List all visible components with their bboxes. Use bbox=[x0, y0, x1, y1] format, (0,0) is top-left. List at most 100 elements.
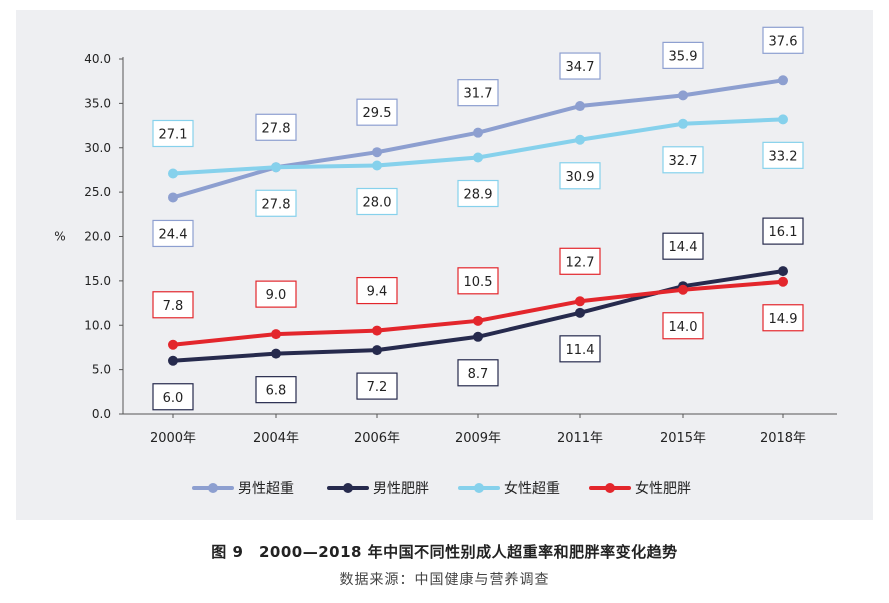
data-label: 33.2 bbox=[769, 149, 798, 164]
data-label-box bbox=[662, 232, 704, 260]
series-marker bbox=[168, 339, 178, 350]
data-label-box bbox=[762, 217, 804, 245]
data-label: 30.9 bbox=[566, 170, 595, 185]
series-marker bbox=[473, 152, 483, 163]
y-tick-label: 10.0 bbox=[84, 318, 111, 332]
data-label-box bbox=[457, 267, 499, 295]
data-label: 27.8 bbox=[262, 197, 291, 212]
figure-source: 数据来源：中国健康与营养调查 bbox=[339, 572, 550, 588]
data-label: 7.8 bbox=[163, 299, 184, 314]
series-marker bbox=[575, 101, 585, 112]
x-tick-label: 2011年 bbox=[557, 431, 603, 446]
data-label-box bbox=[662, 312, 704, 340]
series-marker bbox=[778, 75, 788, 86]
series-marker bbox=[575, 134, 585, 145]
series-marker bbox=[372, 345, 382, 356]
y-tick-label: 40.0 bbox=[84, 52, 111, 66]
series-marker bbox=[778, 114, 788, 125]
y-tick-label: 30.0 bbox=[84, 141, 111, 155]
x-tick-label: 2018年 bbox=[760, 431, 806, 446]
legend-label: 女性超重 bbox=[504, 480, 560, 497]
figure-title: 图 9 2000—2018 年中国不同性别成人超重率和肥胖率变化趋势 bbox=[211, 543, 678, 561]
data-label: 28.9 bbox=[464, 188, 493, 203]
series-marker bbox=[473, 331, 483, 342]
x-tick-label: 2000年 bbox=[150, 431, 196, 446]
data-label-box bbox=[559, 52, 601, 80]
data-label: 24.4 bbox=[159, 227, 188, 242]
x-tick-label: 2009年 bbox=[455, 431, 501, 446]
data-label: 9.0 bbox=[266, 288, 287, 303]
data-label-box bbox=[559, 247, 601, 275]
x-tick-label: 2004年 bbox=[253, 431, 299, 446]
series-marker bbox=[678, 284, 688, 295]
legend-marker bbox=[208, 483, 218, 493]
series-marker bbox=[271, 348, 281, 359]
data-label-box bbox=[356, 98, 398, 126]
data-label: 9.4 bbox=[367, 285, 388, 300]
legend-marker bbox=[343, 483, 353, 493]
chart-panel: 0.0 5.0 10.0 15.0 20.0 25.0 30.0 35.0 40.0% 2000年… bbox=[16, 10, 873, 520]
data-label: 12.7 bbox=[566, 255, 595, 270]
data-label: 28.0 bbox=[363, 196, 392, 211]
series-marker bbox=[473, 315, 483, 326]
legend-label: 男性超重 bbox=[238, 481, 294, 497]
series-marker bbox=[473, 127, 483, 138]
data-label-box bbox=[255, 113, 297, 141]
series-marker bbox=[778, 276, 788, 287]
series-marker bbox=[271, 162, 281, 173]
data-label-box bbox=[152, 219, 194, 248]
data-label: 37.6 bbox=[769, 34, 798, 49]
legend-label: 女性肥胖 bbox=[635, 480, 691, 497]
data-label: 32.7 bbox=[669, 154, 698, 169]
data-label-box bbox=[762, 304, 804, 332]
data-label-box bbox=[356, 372, 398, 400]
data-label-box bbox=[255, 376, 297, 404]
data-label: 6.8 bbox=[266, 384, 287, 399]
data-label: 35.9 bbox=[669, 49, 698, 64]
data-label-box bbox=[559, 162, 601, 190]
data-label: 8.7 bbox=[468, 367, 489, 382]
data-label: 10.5 bbox=[464, 275, 493, 290]
series-marker bbox=[575, 307, 585, 318]
x-tick-label: 2006年 bbox=[354, 431, 400, 446]
data-label: 14.4 bbox=[669, 240, 698, 255]
series-marker bbox=[778, 266, 788, 277]
legend-marker bbox=[474, 483, 484, 493]
y-tick-label: 0.0 bbox=[92, 407, 111, 421]
series-marker bbox=[575, 296, 585, 307]
series-marker bbox=[168, 192, 178, 203]
data-label-box bbox=[559, 335, 601, 363]
data-label-box bbox=[356, 276, 398, 305]
data-label-box bbox=[152, 291, 194, 319]
series-marker bbox=[168, 168, 178, 179]
series-marker bbox=[678, 90, 688, 101]
data-label: 29.5 bbox=[363, 106, 392, 121]
series-marker bbox=[678, 118, 688, 129]
series-marker bbox=[168, 355, 178, 366]
data-label-box bbox=[255, 189, 297, 217]
line-chart: 0.0 5.0 10.0 15.0 20.0 25.0 30.0 35.0 40.0% 2000年… bbox=[54, 26, 837, 497]
y-tick-label: 25.0 bbox=[84, 185, 111, 199]
data-label-box bbox=[762, 26, 804, 54]
y-tick-label: 5.0 bbox=[92, 363, 111, 377]
data-label: 31.7 bbox=[464, 87, 493, 102]
y-tick-label: 35.0 bbox=[84, 96, 111, 110]
series-marker bbox=[271, 329, 281, 340]
data-label-box bbox=[762, 141, 804, 169]
y-axis-label: % bbox=[54, 230, 65, 244]
y-tick-label: 20.0 bbox=[84, 230, 111, 244]
series-marker bbox=[372, 160, 382, 171]
data-label: 6.0 bbox=[163, 391, 184, 406]
data-label-box bbox=[255, 280, 297, 308]
data-label: 27.1 bbox=[159, 127, 188, 142]
y-tick-label: 15.0 bbox=[84, 274, 111, 288]
series-marker bbox=[372, 147, 382, 158]
data-label-box bbox=[356, 187, 398, 216]
legend-label: 男性肥胖 bbox=[373, 481, 429, 497]
data-label-box bbox=[662, 41, 704, 69]
data-label: 11.4 bbox=[566, 343, 595, 358]
data-label-box bbox=[457, 79, 499, 107]
data-label-box bbox=[152, 119, 194, 148]
data-label: 14.9 bbox=[769, 312, 798, 327]
data-label: 14.0 bbox=[669, 320, 698, 335]
